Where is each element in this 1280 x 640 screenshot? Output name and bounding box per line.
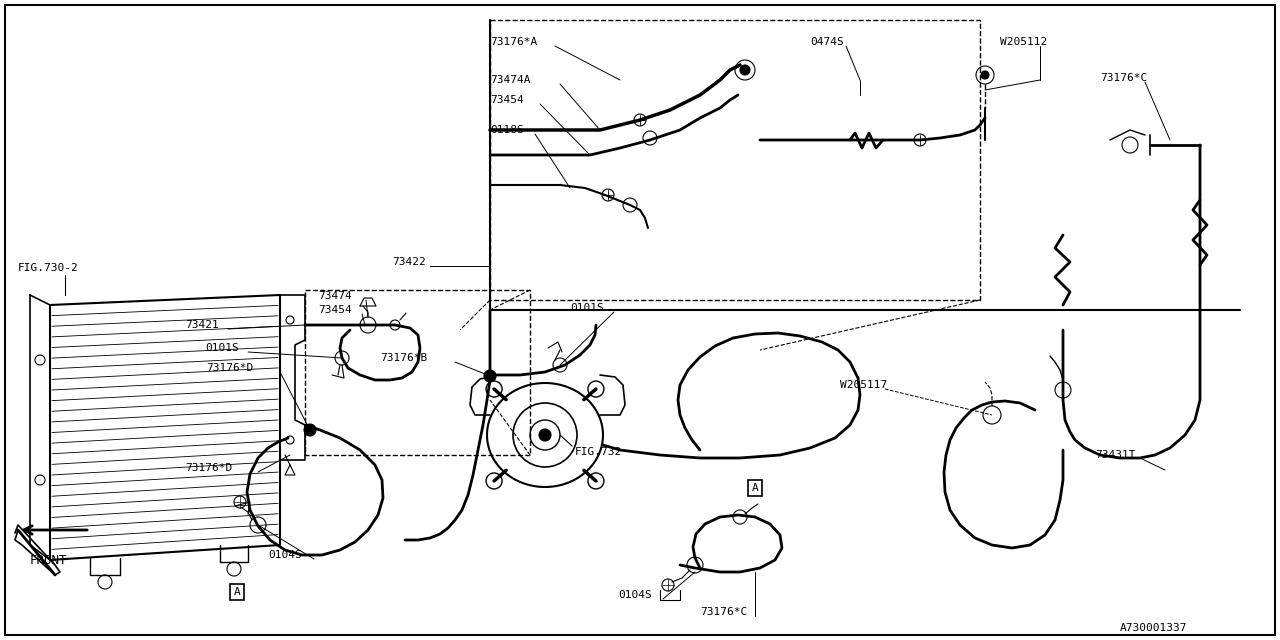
Circle shape [740, 65, 750, 75]
Text: FIG.732: FIG.732 [575, 447, 622, 457]
Text: 73176*A: 73176*A [490, 37, 538, 47]
Circle shape [305, 424, 316, 436]
Text: A: A [751, 483, 758, 493]
Text: 73474: 73474 [317, 291, 352, 301]
Circle shape [484, 370, 497, 382]
Text: 73176*B: 73176*B [380, 353, 428, 363]
Text: A: A [234, 587, 241, 597]
Text: 73176*C: 73176*C [700, 607, 748, 617]
Text: 73176*C: 73176*C [1100, 73, 1147, 83]
Text: 73176*D: 73176*D [206, 363, 253, 373]
Text: 73421: 73421 [186, 320, 219, 330]
Bar [490, 20, 980, 300]
Text: W205117: W205117 [840, 380, 887, 390]
Text: 73176*D: 73176*D [186, 463, 232, 473]
Text: 73474A: 73474A [490, 75, 530, 85]
Text: 73454: 73454 [317, 305, 352, 315]
Text: 0474S: 0474S [810, 37, 844, 47]
Text: W205112: W205112 [1000, 37, 1047, 47]
Circle shape [539, 429, 550, 441]
Text: A730001337: A730001337 [1120, 623, 1188, 633]
Text: 73422: 73422 [392, 257, 426, 267]
Text: 0101S: 0101S [205, 343, 239, 353]
Text: FRONT: FRONT [29, 554, 68, 566]
Text: 0101S: 0101S [570, 303, 604, 313]
Text: 0104S: 0104S [618, 590, 652, 600]
Text: 73431T: 73431T [1094, 450, 1135, 460]
Circle shape [980, 71, 989, 79]
Text: 73454: 73454 [490, 95, 524, 105]
Text: 0104S: 0104S [268, 550, 302, 560]
Bar [305, 290, 530, 455]
Text: FIG.730-2: FIG.730-2 [18, 263, 79, 273]
Text: 0118S: 0118S [490, 125, 524, 135]
